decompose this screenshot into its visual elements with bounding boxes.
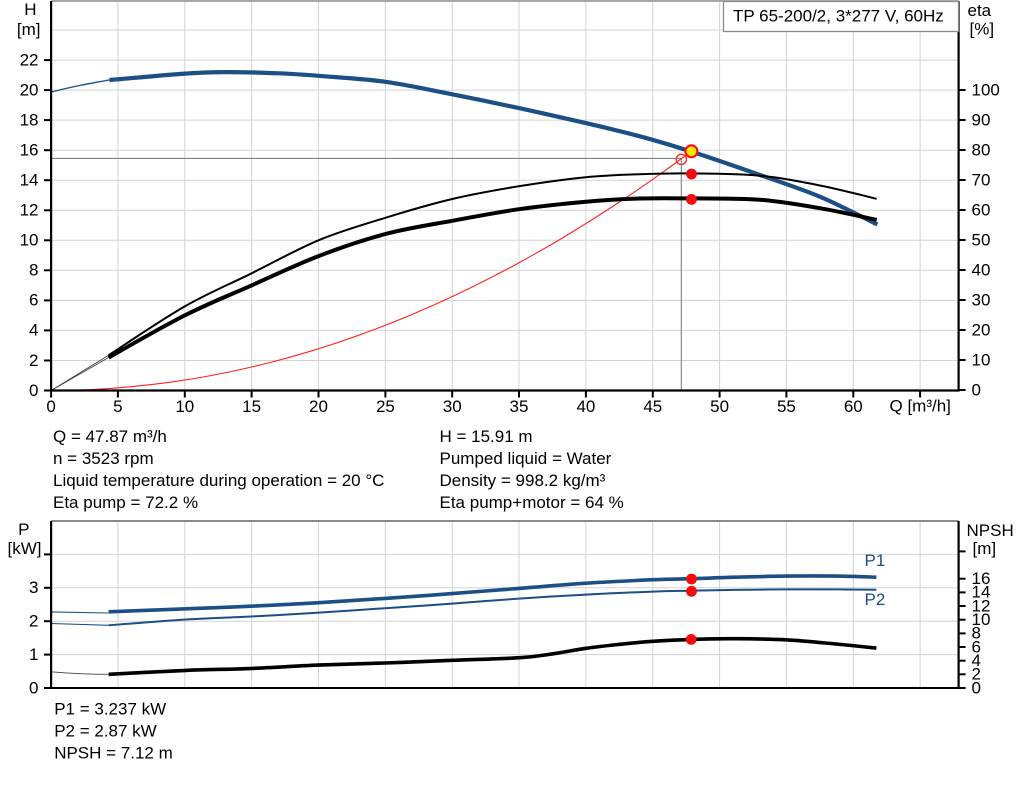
svg-text:4: 4 [972, 651, 981, 670]
svg-text:35: 35 [510, 397, 529, 416]
svg-text:4: 4 [29, 321, 38, 340]
svg-text:14: 14 [972, 583, 991, 602]
svg-text:10: 10 [20, 231, 39, 250]
svg-text:0: 0 [46, 397, 55, 416]
svg-text:P1 = 3.237 kW: P1 = 3.237 kW [54, 700, 166, 719]
svg-text:1: 1 [29, 645, 38, 664]
svg-text:30: 30 [972, 290, 991, 309]
svg-text:16: 16 [20, 141, 39, 160]
svg-text:20: 20 [309, 397, 328, 416]
svg-text:15: 15 [242, 397, 261, 416]
svg-text:n = 3523 rpm: n = 3523 rpm [53, 449, 154, 468]
svg-text:[%]: [%] [970, 20, 995, 39]
svg-text:6: 6 [972, 637, 981, 656]
svg-text:40: 40 [972, 260, 991, 279]
svg-text:50: 50 [972, 230, 991, 249]
svg-text:Pumped liquid = Water: Pumped liquid = Water [440, 449, 612, 468]
svg-text:6: 6 [29, 291, 38, 310]
svg-text:Eta pump = 72.2 %: Eta pump = 72.2 % [53, 493, 198, 512]
svg-text:Q [m³/h]: Q [m³/h] [890, 397, 951, 416]
svg-text:P2: P2 [865, 590, 886, 609]
svg-text:Q = 47.87 m³/h: Q = 47.87 m³/h [53, 427, 167, 446]
svg-text:20: 20 [972, 320, 991, 339]
svg-text:30: 30 [443, 397, 462, 416]
svg-text:[m]: [m] [973, 539, 997, 558]
svg-text:0: 0 [29, 678, 38, 697]
svg-text:40: 40 [576, 397, 595, 416]
svg-text:2: 2 [972, 665, 981, 684]
svg-text:100: 100 [972, 80, 1000, 99]
svg-text:10: 10 [175, 397, 194, 416]
svg-text:8: 8 [972, 624, 981, 643]
svg-text:Eta pump+motor = 64 %: Eta pump+motor = 64 % [440, 493, 624, 512]
svg-text:90: 90 [972, 110, 991, 129]
svg-text:45: 45 [643, 397, 662, 416]
svg-text:22: 22 [20, 50, 39, 69]
svg-text:2: 2 [29, 351, 38, 370]
svg-text:14: 14 [20, 171, 39, 190]
svg-text:[kW]: [kW] [8, 539, 42, 558]
svg-text:10: 10 [972, 610, 991, 629]
svg-text:70: 70 [972, 170, 991, 189]
svg-text:H = 15.91 m: H = 15.91 m [440, 427, 533, 446]
svg-text:Liquid temperature during oper: Liquid temperature during operation = 20… [53, 471, 384, 490]
svg-text:0: 0 [972, 678, 981, 697]
svg-text:55: 55 [777, 397, 796, 416]
svg-text:5: 5 [113, 397, 122, 416]
svg-text:3: 3 [29, 578, 38, 597]
svg-text:60: 60 [972, 200, 991, 219]
svg-text:50: 50 [710, 397, 729, 416]
svg-text:P1: P1 [865, 551, 886, 570]
svg-text:0: 0 [29, 381, 38, 400]
svg-text:TP 65-200/2, 3*277 V, 60Hz: TP 65-200/2, 3*277 V, 60Hz [733, 7, 944, 26]
svg-text:[m]: [m] [17, 20, 41, 39]
svg-text:0: 0 [972, 380, 981, 399]
svg-text:Density = 998.2 kg/m³: Density = 998.2 kg/m³ [440, 471, 606, 490]
svg-text:60: 60 [844, 397, 863, 416]
svg-text:NPSH = 7.12 m: NPSH = 7.12 m [54, 744, 173, 763]
svg-text:2: 2 [29, 612, 38, 631]
svg-text:P2 = 2.87 kW: P2 = 2.87 kW [54, 722, 157, 741]
svg-text:16: 16 [972, 569, 991, 588]
svg-text:8: 8 [29, 261, 38, 280]
svg-text:H: H [24, 0, 36, 19]
svg-text:NPSH: NPSH [967, 521, 1014, 540]
svg-text:25: 25 [376, 397, 395, 416]
svg-text:18: 18 [20, 110, 39, 129]
svg-text:80: 80 [972, 140, 991, 159]
svg-text:P: P [18, 520, 29, 539]
svg-text:12: 12 [972, 596, 991, 615]
svg-text:20: 20 [20, 80, 39, 99]
svg-text:12: 12 [20, 201, 39, 220]
svg-text:eta: eta [968, 1, 992, 20]
svg-text:10: 10 [972, 350, 991, 369]
